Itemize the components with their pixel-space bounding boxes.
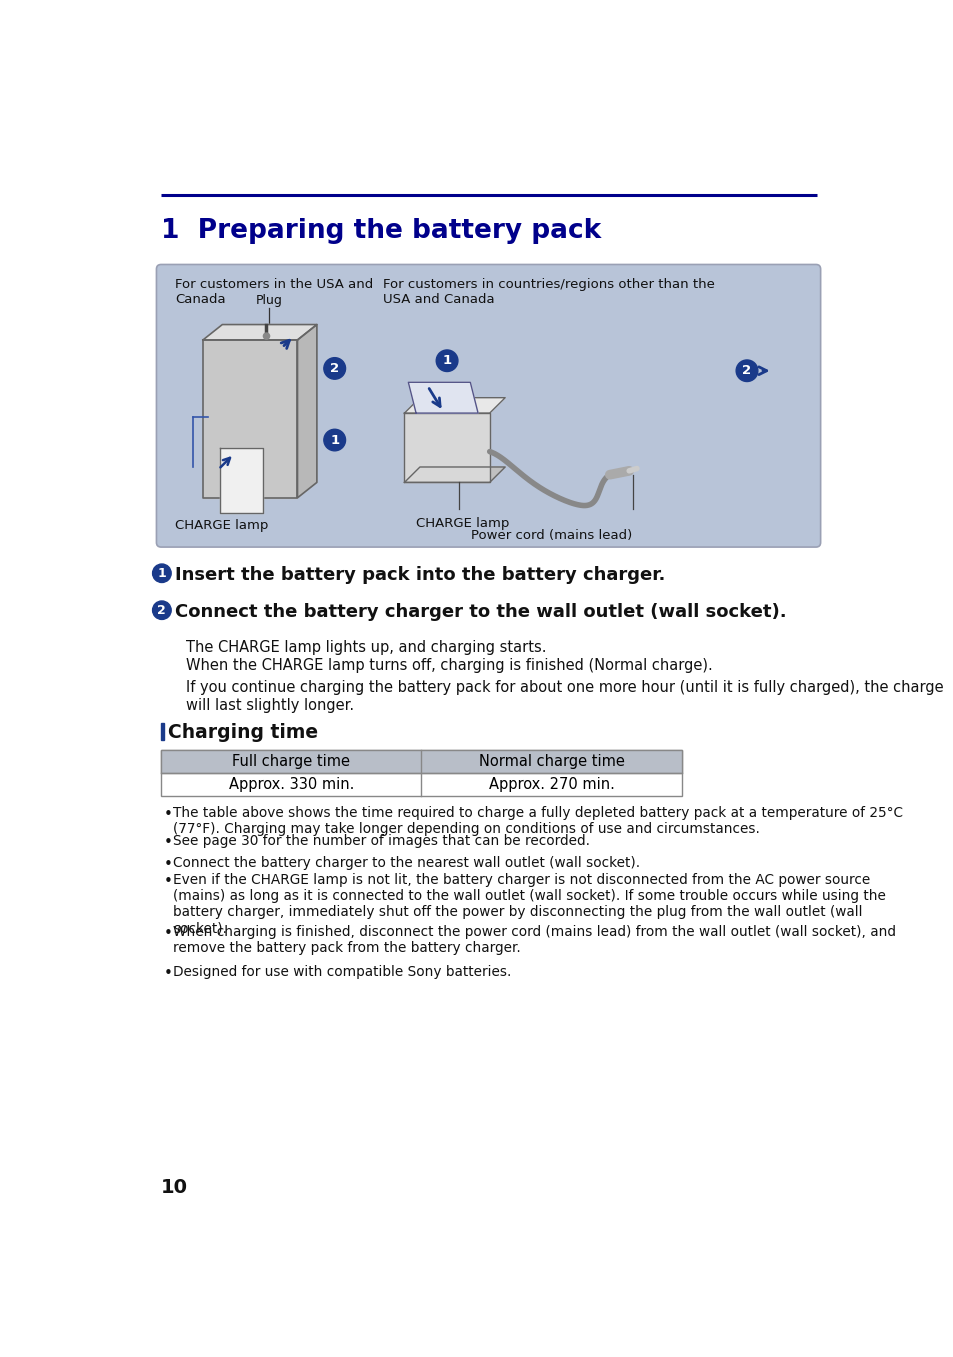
Text: CHARGE lamp: CHARGE lamp [174, 518, 268, 532]
Circle shape [436, 350, 457, 372]
Text: See page 30 for the number of images that can be recorded.: See page 30 for the number of images tha… [173, 835, 590, 848]
Text: The table above shows the time required to charge a fully depleted battery pack : The table above shows the time required … [173, 806, 902, 836]
Polygon shape [220, 448, 262, 513]
Text: Approx. 270 min.: Approx. 270 min. [488, 778, 614, 792]
Text: Designed for use with compatible Sony batteries.: Designed for use with compatible Sony ba… [173, 965, 512, 980]
Polygon shape [404, 398, 505, 413]
Text: 1  Preparing the battery pack: 1 Preparing the battery pack [161, 218, 600, 244]
Text: CHARGE lamp: CHARGE lamp [416, 517, 509, 531]
Text: Approx. 330 min.: Approx. 330 min. [229, 778, 354, 792]
Text: When the CHARGE lamp turns off, charging is finished (Normal charge).: When the CHARGE lamp turns off, charging… [186, 658, 712, 673]
Bar [161, 749, 681, 772]
Text: Plug: Plug [255, 294, 282, 307]
Polygon shape [203, 324, 316, 341]
Text: When charging is finished, disconnect the power cord (mains lead) from the wall : When charging is finished, disconnect th… [173, 925, 896, 955]
Text: •: • [163, 966, 172, 981]
Text: The CHARGE lamp lights up, and charging starts.: The CHARGE lamp lights up, and charging … [186, 641, 546, 655]
Text: Connect the battery charger to the wall outlet (wall socket).: Connect the battery charger to the wall … [174, 604, 786, 622]
Text: 2: 2 [330, 362, 339, 375]
Text: 1: 1 [330, 433, 339, 446]
Circle shape [736, 360, 757, 381]
Text: •: • [163, 925, 172, 940]
Text: Connect the battery charger to the nearest wall outlet (wall socket).: Connect the battery charger to the neare… [173, 856, 640, 870]
Circle shape [323, 358, 345, 379]
Circle shape [323, 429, 345, 451]
Bar [161, 749, 681, 795]
Text: 2: 2 [741, 364, 751, 377]
Text: 1: 1 [157, 567, 166, 579]
Polygon shape [404, 413, 489, 482]
Polygon shape [408, 383, 477, 413]
Text: •: • [163, 856, 172, 871]
Text: For customers in the USA and
Canada: For customers in the USA and Canada [174, 278, 373, 307]
Polygon shape [203, 341, 297, 498]
FancyBboxPatch shape [156, 265, 820, 547]
Circle shape [263, 332, 270, 339]
Text: •: • [163, 874, 172, 889]
Polygon shape [404, 467, 505, 482]
Polygon shape [297, 324, 316, 498]
Text: Normal charge time: Normal charge time [478, 754, 624, 769]
Text: If you continue charging the battery pack for about one more hour (until it is f: If you continue charging the battery pac… [186, 680, 943, 712]
Text: Power cord (mains lead): Power cord (mains lead) [471, 529, 632, 541]
Bar [161, 723, 164, 741]
Text: •: • [163, 835, 172, 849]
Text: 10: 10 [161, 1178, 188, 1197]
Circle shape [152, 565, 171, 582]
Text: 1: 1 [442, 354, 451, 368]
Text: 2: 2 [157, 604, 166, 616]
Text: Full charge time: Full charge time [233, 754, 350, 769]
Text: For customers in countries/regions other than the
USA and Canada: For customers in countries/regions other… [382, 278, 714, 307]
Text: Charging time: Charging time [168, 723, 318, 742]
Circle shape [152, 601, 171, 619]
Text: Insert the battery pack into the battery charger.: Insert the battery pack into the battery… [174, 566, 665, 585]
Text: Even if the CHARGE lamp is not lit, the battery charger is not disconnected from: Even if the CHARGE lamp is not lit, the … [173, 873, 885, 935]
Text: •: • [163, 806, 172, 821]
